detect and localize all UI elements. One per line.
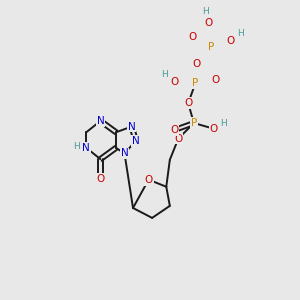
Text: H: H	[220, 118, 227, 127]
Text: O: O	[170, 125, 178, 135]
Text: O: O	[170, 77, 178, 87]
Text: P: P	[191, 118, 197, 128]
Text: H: H	[161, 70, 167, 80]
Text: O: O	[204, 17, 212, 28]
Text: H: H	[73, 142, 80, 151]
Text: N: N	[97, 116, 104, 126]
Text: P: P	[208, 42, 214, 52]
Text: H: H	[202, 7, 208, 16]
Text: O: O	[188, 32, 196, 42]
Text: O: O	[145, 175, 153, 185]
Text: N: N	[121, 148, 128, 158]
Text: O: O	[226, 36, 235, 46]
Text: N: N	[128, 122, 136, 132]
Text: O: O	[184, 98, 192, 108]
Text: P: P	[192, 78, 198, 88]
Text: H: H	[237, 29, 244, 38]
Text: N: N	[132, 136, 140, 146]
Text: O: O	[210, 124, 218, 134]
Text: O: O	[96, 174, 105, 184]
Text: O: O	[174, 134, 182, 144]
Text: O: O	[211, 75, 219, 85]
Text: O: O	[193, 58, 201, 69]
Text: N: N	[82, 143, 90, 153]
